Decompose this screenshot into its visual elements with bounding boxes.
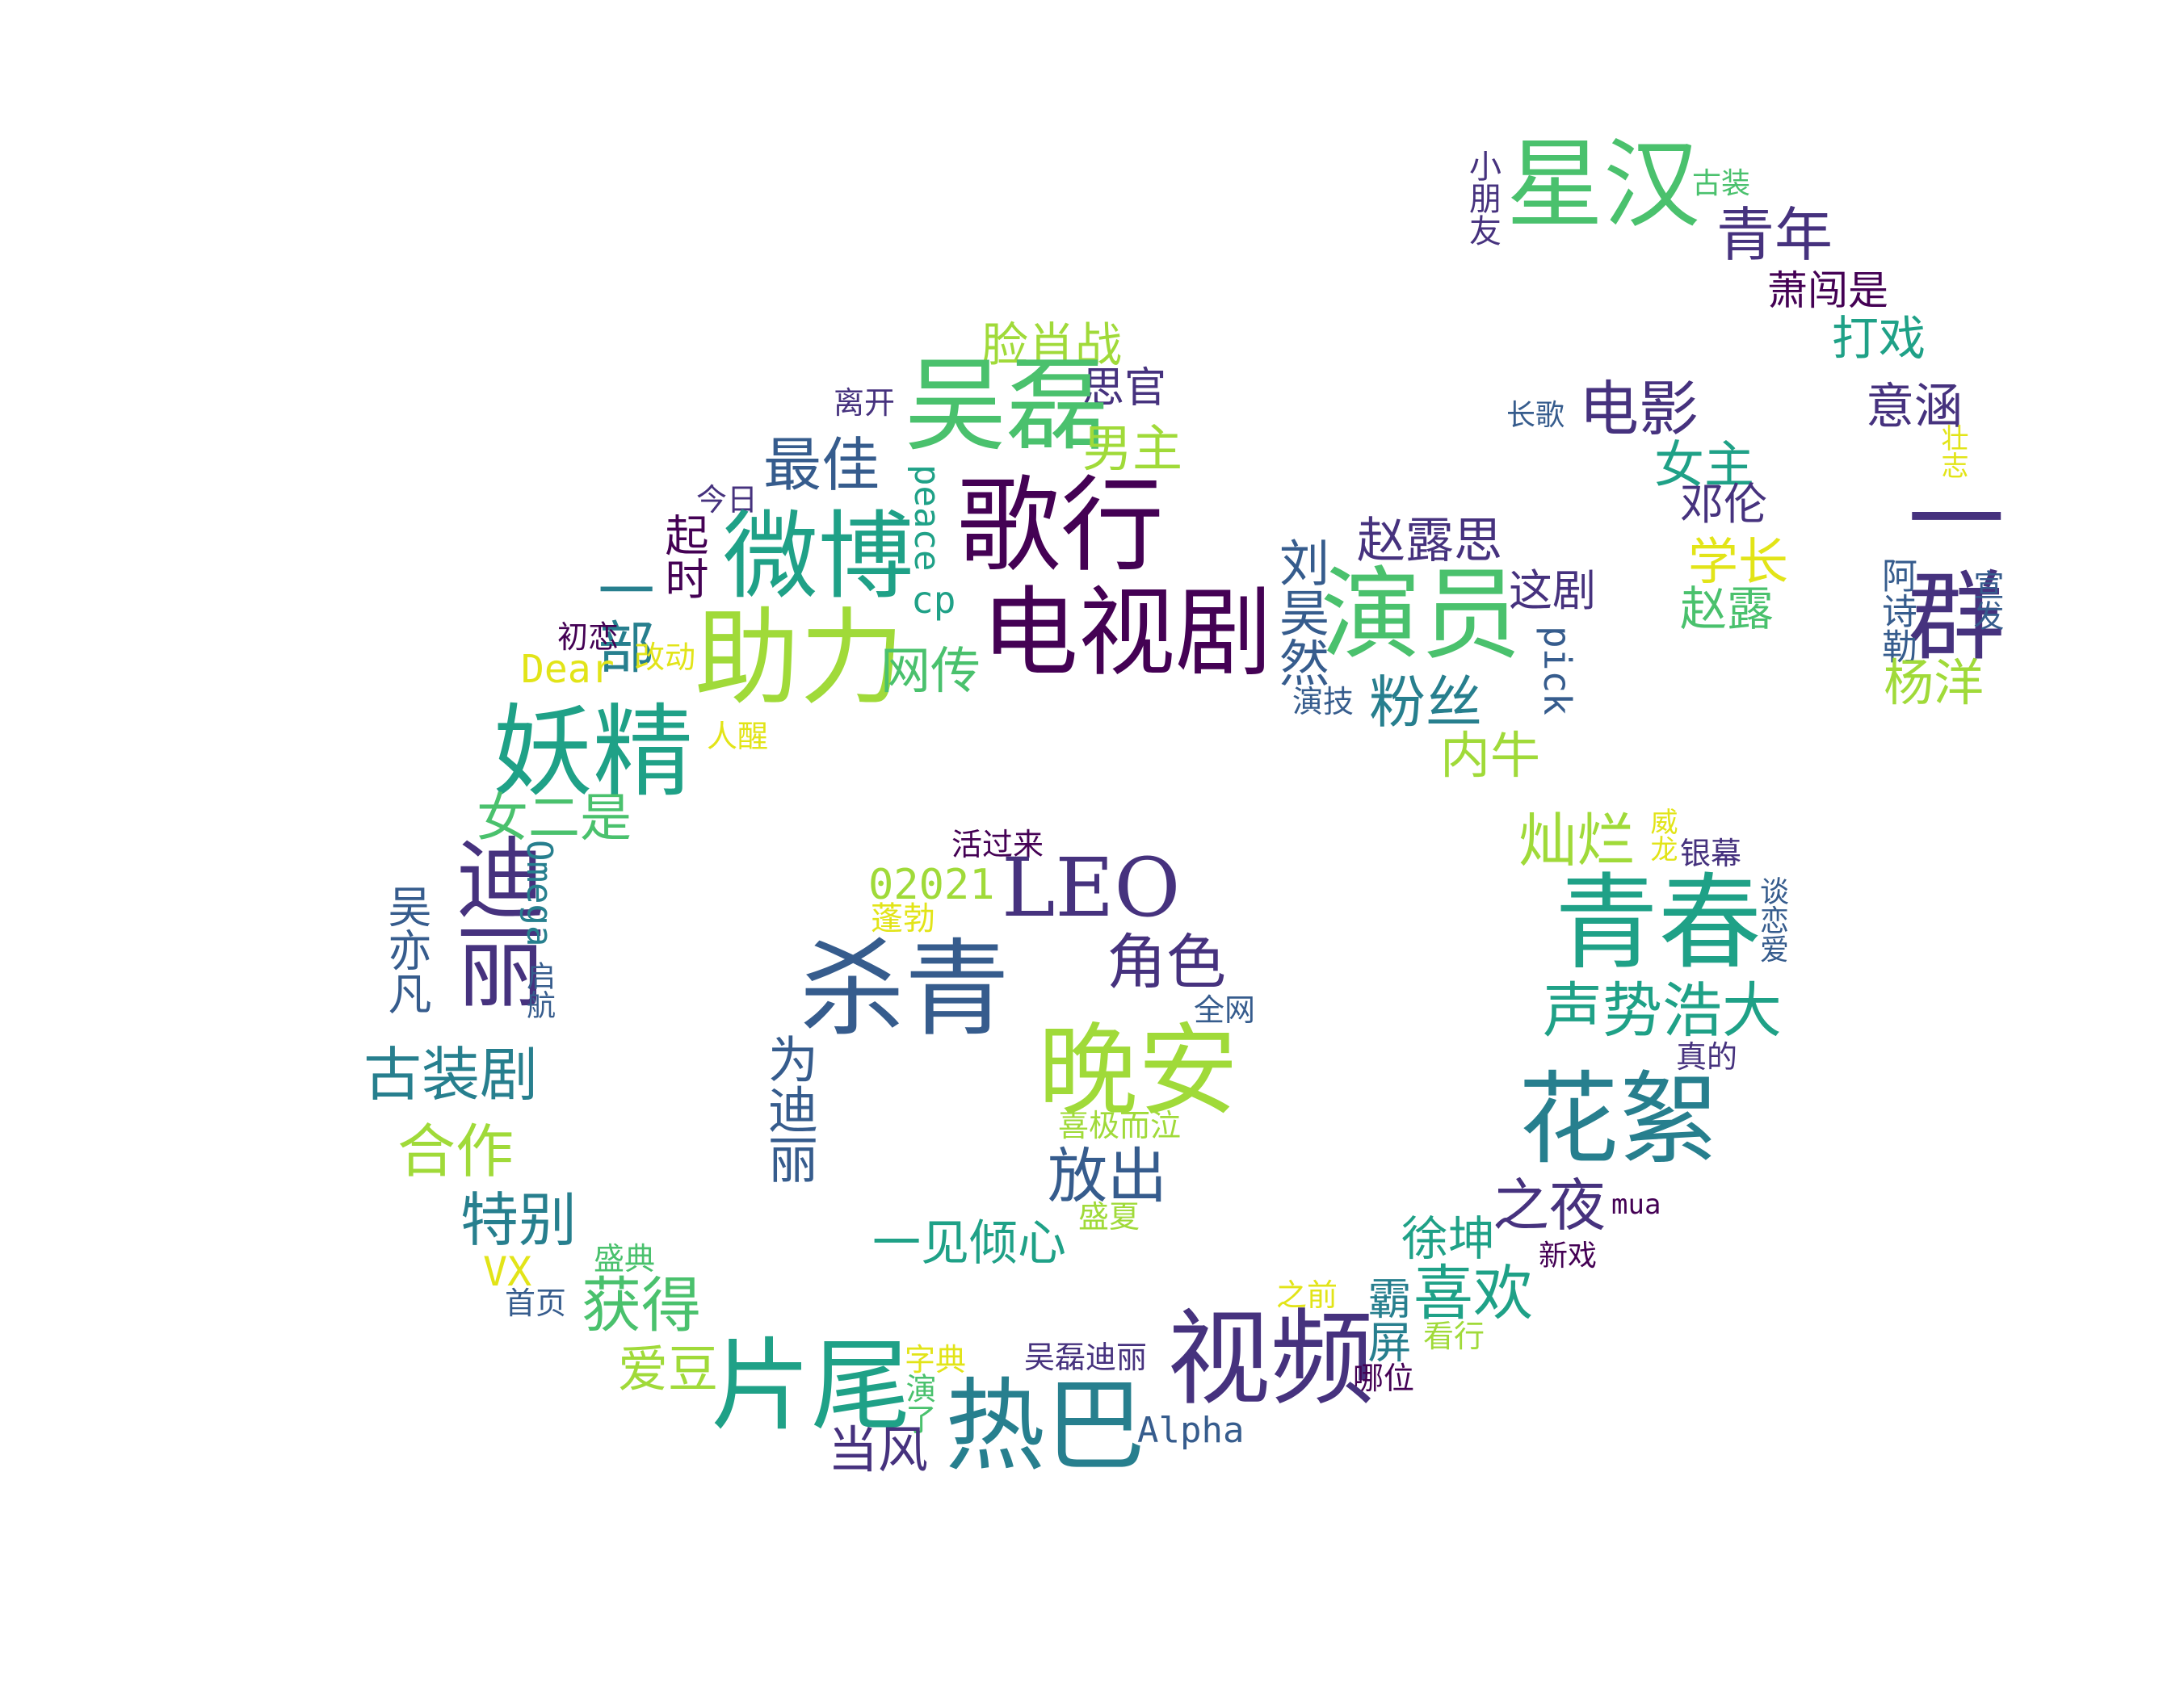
word: mua xyxy=(1611,1189,1661,1221)
word: 灿烂 xyxy=(1518,807,1636,874)
word: 脸肖战 xyxy=(981,317,1123,372)
word: 一部 xyxy=(589,561,655,674)
word: Alpha xyxy=(1137,1410,1245,1451)
word: 吴亦凡 xyxy=(380,884,431,1015)
word: 阿诗勒 xyxy=(1875,557,1917,664)
word: 赵露思 xyxy=(1357,513,1502,569)
word: 热巴 xyxy=(945,1369,1146,1485)
word: 邓伦 xyxy=(1680,479,1767,530)
word: 意涵 xyxy=(1866,379,1963,435)
word: 起时 xyxy=(657,513,708,600)
word: 星汉 xyxy=(1506,129,1700,241)
word: 小朋友 xyxy=(1464,149,1501,246)
word: 男主 xyxy=(1082,419,1183,478)
word: 古装剧 xyxy=(363,1041,539,1109)
word: 放出 xyxy=(1048,1142,1167,1211)
word: 声势浩大 xyxy=(1543,976,1782,1046)
word: 离开 xyxy=(834,385,896,421)
word: 杨洋 xyxy=(1884,653,1984,712)
word: 演了 xyxy=(901,1373,936,1434)
word: 字典 xyxy=(905,1342,967,1378)
word: 吴磊 xyxy=(905,346,1108,465)
word: 电视剧 xyxy=(981,577,1272,690)
word: 女主 xyxy=(1654,435,1755,494)
word: 萧闯是 xyxy=(1767,267,1888,314)
word: 初恋 xyxy=(557,619,620,655)
word: 这剧 xyxy=(1509,565,1596,616)
word: 今日 xyxy=(696,482,758,518)
word: 妖精 xyxy=(493,694,694,811)
word: 长歌 xyxy=(1506,399,1565,432)
word: 助力 xyxy=(695,597,905,719)
word: 银幕 xyxy=(1680,836,1742,871)
word: pick xyxy=(1535,626,1579,715)
word: 学长 xyxy=(1688,532,1789,591)
word: 看行 xyxy=(1423,1319,1485,1354)
word: 威龙 xyxy=(1645,807,1678,862)
word: 喜欢 xyxy=(1413,1259,1533,1328)
word: 演技 xyxy=(1292,684,1354,719)
word: 内牛 xyxy=(1440,726,1541,785)
word: 谈恋爱 xyxy=(1755,876,1788,963)
word: 宣发 xyxy=(1968,569,2004,631)
word: LEO xyxy=(1002,841,1181,935)
word: 改动 xyxy=(634,640,696,675)
word: 首页 xyxy=(505,1285,567,1321)
word: cp xyxy=(911,578,956,622)
word: 02021 xyxy=(868,861,995,909)
word: 全网 xyxy=(1194,992,1256,1028)
word: 活过来 xyxy=(951,827,1044,862)
word: 人醒 xyxy=(707,719,769,754)
word: 特别 xyxy=(460,1186,578,1254)
word: 盛典 xyxy=(594,1241,656,1277)
word: 一群 xyxy=(1891,468,2003,662)
word: 徐坤 xyxy=(1401,1211,1496,1266)
word: 演员 xyxy=(1321,557,1522,673)
word: Dear xyxy=(521,647,615,692)
word: 迪丽 xyxy=(441,832,544,1009)
word: 花絮 xyxy=(1518,1062,1720,1178)
word: 视频 xyxy=(1167,1299,1375,1420)
word: Omega xyxy=(519,840,560,947)
word: 真的 xyxy=(1676,1039,1738,1075)
word: 新戏 xyxy=(1539,1239,1598,1273)
word: 为迪丽 xyxy=(759,1034,818,1184)
word: 微博 xyxy=(723,501,914,612)
word: 爱豆 xyxy=(618,1340,719,1399)
word: 壮志 xyxy=(1936,424,1968,479)
word: 网传 xyxy=(880,641,981,700)
word: 古装 xyxy=(1692,167,1751,200)
word: 盛夏 xyxy=(1078,1199,1140,1235)
word: 吴磊迪丽 xyxy=(1024,1340,1148,1375)
word: 获得 xyxy=(582,1271,701,1340)
word: 哪位 xyxy=(1353,1361,1415,1396)
word: 思官 xyxy=(1082,364,1167,413)
word: 青年 xyxy=(1716,201,1833,269)
word: 最佳 xyxy=(763,431,880,499)
word: VX xyxy=(483,1248,532,1295)
word: 合作 xyxy=(397,1118,514,1185)
word: 女二是 xyxy=(477,789,632,849)
word: 之夜 xyxy=(1493,1172,1606,1239)
word: 片尾 xyxy=(711,1328,912,1445)
word: 晚安 xyxy=(1038,1013,1239,1130)
word: 一见倾心 xyxy=(872,1215,1066,1272)
word: 歌行 xyxy=(957,466,1165,586)
word: 角色 xyxy=(1107,928,1226,997)
word: 赵露 xyxy=(1680,581,1774,636)
word: 喜极而泣 xyxy=(1058,1108,1182,1143)
word: 刘昊然 xyxy=(1270,537,1329,687)
word: 电影 xyxy=(1579,375,1699,444)
word: 启航 xyxy=(522,961,555,1019)
word: 当风 xyxy=(828,1420,929,1479)
word: peace xyxy=(906,464,947,572)
word: 杀青 xyxy=(800,928,1010,1051)
word: 蓬勃 xyxy=(871,900,935,937)
word: 之前 xyxy=(1276,1277,1338,1313)
word: 打戏 xyxy=(1832,311,1926,366)
word: 青春 xyxy=(1555,863,1762,984)
word: 霸屏 xyxy=(1360,1276,1411,1363)
word: 粉丝 xyxy=(1369,669,1482,736)
